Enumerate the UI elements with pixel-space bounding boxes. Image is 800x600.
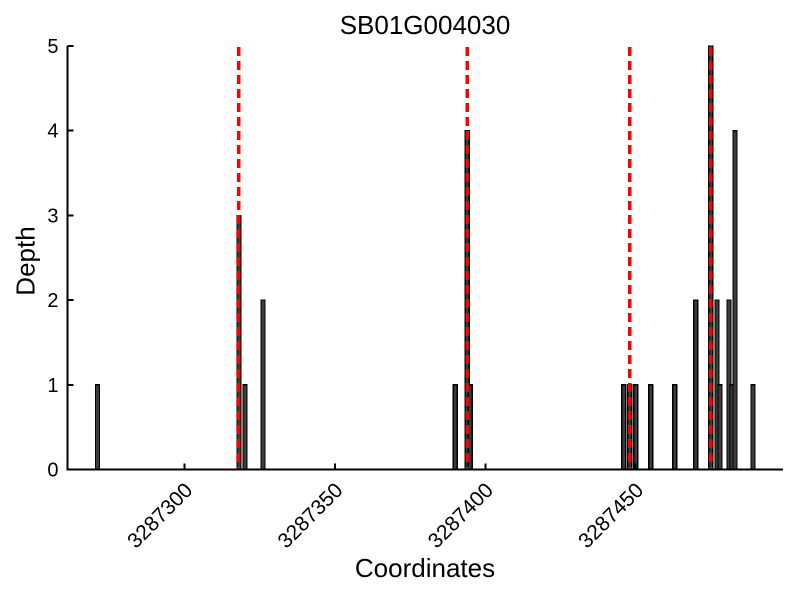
y-tick-label: 2 <box>47 290 58 312</box>
y-tick-label: 4 <box>47 121 58 143</box>
x-tick-label: 3287400 <box>424 479 498 553</box>
y-tick-label: 1 <box>47 375 58 397</box>
chart-title: SB01G004030 <box>339 10 511 40</box>
y-tick-label: 3 <box>47 205 58 227</box>
depth-bar <box>717 384 723 471</box>
x-axis-label: Coordinates <box>354 553 496 583</box>
depth-bar <box>672 384 678 471</box>
y-tick-label: 5 <box>47 36 58 58</box>
depth-bar <box>94 384 101 471</box>
depth-bar <box>648 384 654 471</box>
x-tick-label: 3287300 <box>123 479 197 553</box>
depth-bar <box>260 299 266 471</box>
depth-bar <box>452 384 458 471</box>
y-tick-label: 0 <box>47 460 58 482</box>
x-tick-label: 3287350 <box>274 479 348 553</box>
depth-bar <box>732 130 738 471</box>
depth-bar <box>621 384 627 471</box>
depth-bar <box>633 384 639 471</box>
depth-bar <box>242 384 248 471</box>
x-tick-label: 3287450 <box>574 479 648 553</box>
depth-bar <box>750 384 756 471</box>
depth-bar <box>693 299 699 471</box>
